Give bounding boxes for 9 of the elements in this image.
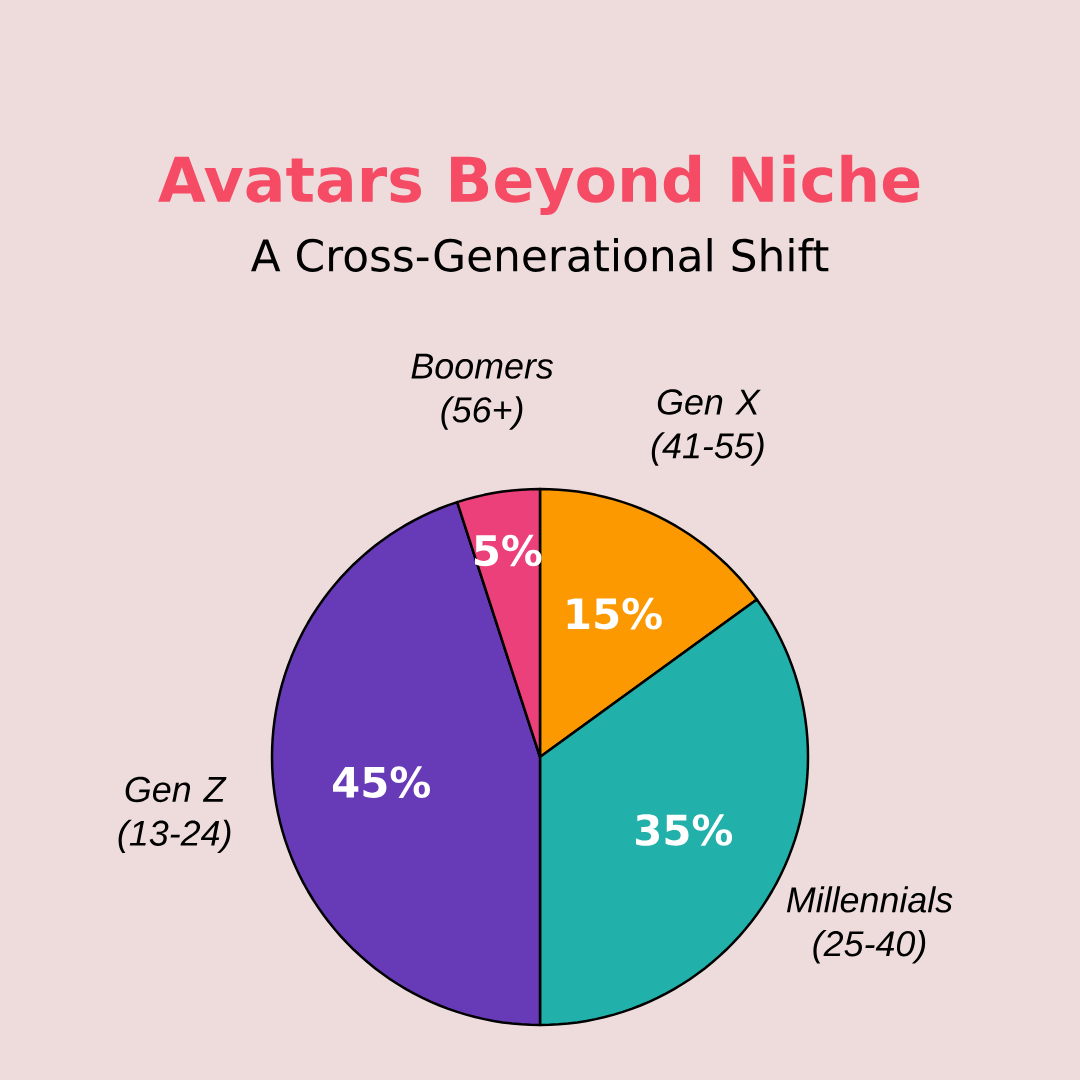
slice-label: Boomers (56+) bbox=[411, 353, 554, 430]
slice-label: Millennials (25-40) bbox=[786, 886, 953, 964]
data-label: 35% bbox=[636, 814, 733, 846]
data-label: 45% bbox=[333, 766, 430, 799]
chart-title: Avatars Beyond Niche bbox=[158, 154, 920, 216]
data-label: 15% bbox=[567, 597, 662, 630]
slice-label: Gen Z (13-24) bbox=[118, 776, 231, 854]
slice-label: Gen X (41-55) bbox=[651, 389, 764, 466]
chart-subtitle: A Cross-Generational Shift bbox=[251, 238, 829, 272]
